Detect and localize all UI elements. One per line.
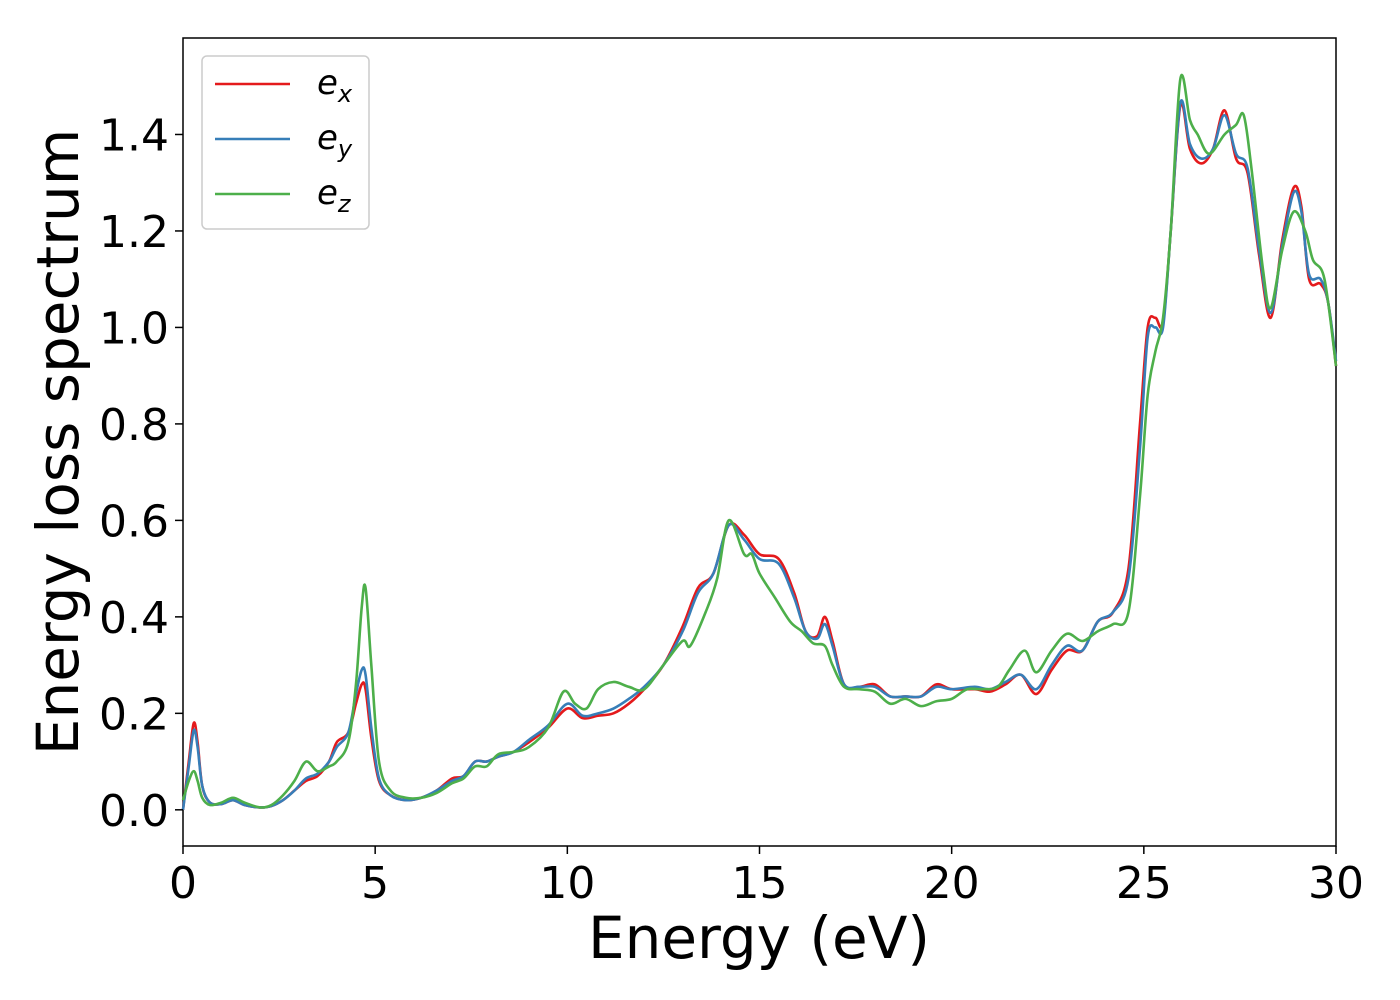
- x-tick-label: 15: [732, 858, 788, 909]
- legend-label: ez: [317, 173, 352, 218]
- y-axis-ticks: 0.0 0.2 0.4 0.6 0.8 1.0 1.2 1.4: [99, 110, 183, 837]
- legend-label: ey: [317, 118, 353, 163]
- series-line-ez: [181, 73, 1338, 809]
- x-tick-label: 25: [1116, 858, 1172, 909]
- y-tick-label: 0.2: [99, 689, 169, 740]
- y-tick-label: 0.8: [99, 400, 169, 451]
- series-layer: [181, 73, 1338, 810]
- x-tick-label: 10: [539, 858, 595, 909]
- x-axis-ticks: 0 5 10 15 20 25 30: [169, 846, 1364, 909]
- y-axis-title: Energy loss spectrum: [24, 129, 92, 755]
- x-tick-label: 0: [169, 858, 197, 909]
- x-tick-label: 30: [1308, 858, 1364, 909]
- series-line-ey: [181, 99, 1338, 810]
- legend-label: ex: [317, 63, 353, 108]
- y-tick-label: 1.2: [99, 207, 169, 258]
- y-tick-label: 0.4: [99, 593, 169, 644]
- x-tick-label: 20: [924, 858, 980, 909]
- legend-entries: ex ey ez: [215, 63, 353, 218]
- legend-frame: [201, 55, 370, 230]
- y-tick-label: 0.6: [99, 496, 169, 547]
- legend: ex ey ez: [201, 55, 370, 230]
- y-tick-label: 1.0: [99, 303, 169, 354]
- plot-area: 0 5 10 15 20 25 30 0.0 0.2 0.4 0.6 0.8 1.0 1.2 1.4: [99, 37, 1364, 909]
- y-tick-label: 1.4: [99, 110, 169, 161]
- y-tick-label: 0.0: [99, 786, 169, 837]
- x-axis-title: Energy (eV): [588, 904, 930, 972]
- x-tick-label: 5: [361, 858, 389, 909]
